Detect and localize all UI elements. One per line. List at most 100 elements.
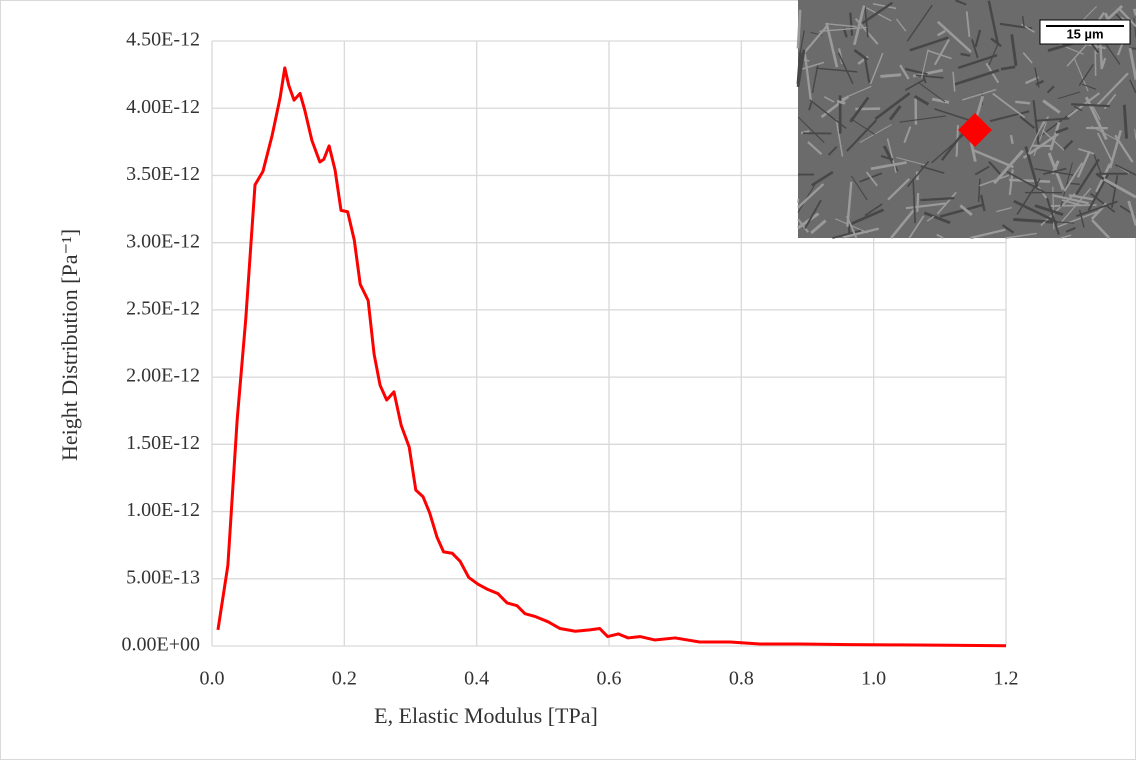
texture-stroke	[954, 68, 1000, 86]
texture-stroke	[850, 175, 868, 201]
texture-stroke	[853, 5, 866, 46]
y-tick-label: 5.00E-13	[126, 566, 200, 588]
texture-stroke	[1076, 200, 1118, 218]
texture-stroke	[842, 227, 879, 239]
texture-stroke	[1065, 227, 1076, 233]
texture-stroke	[904, 79, 925, 91]
texture-stroke	[811, 64, 819, 94]
texture-stroke	[957, 53, 998, 69]
texture-stroke	[1061, 199, 1082, 207]
texture-stroke	[896, 157, 927, 166]
texture-stroke	[993, 149, 1024, 185]
texture-stroke	[797, 212, 820, 230]
texture-stroke	[959, 204, 973, 216]
texture-stroke	[803, 53, 813, 101]
texture-stroke	[1081, 83, 1097, 90]
texture-stroke	[912, 178, 916, 224]
texture-stroke	[1114, 134, 1134, 163]
texture-stroke	[1091, 219, 1111, 239]
texture-stroke	[853, 48, 869, 61]
x-axis-label: E, Elastic Modulus [TPa]	[374, 703, 598, 728]
texture-stroke	[1013, 217, 1058, 224]
texture-stroke	[1097, 132, 1114, 163]
x-tick-label: 0.6	[597, 668, 622, 690]
texture-stroke	[915, 74, 944, 79]
texture-stroke	[931, 97, 950, 104]
texture-stroke	[920, 165, 945, 174]
texture-stroke	[797, 116, 825, 144]
texture-stroke	[1052, 186, 1055, 230]
texture-stroke	[797, 30, 805, 62]
texture-stroke	[837, 85, 872, 102]
texture-stroke	[899, 115, 947, 123]
texture-stroke	[836, 100, 846, 105]
texture-stroke	[1009, 134, 1014, 145]
y-tick-label: 2.50E-12	[126, 297, 200, 319]
texture-stroke	[797, 198, 800, 203]
texture-stroke	[807, 141, 823, 155]
texture-stroke	[913, 94, 930, 106]
y-tick-label: 0.00E+00	[122, 634, 201, 656]
texture-stroke	[974, 165, 990, 176]
texture-stroke	[1073, 105, 1083, 112]
texture-stroke	[939, 203, 984, 218]
texture-stroke	[923, 211, 951, 225]
texture-stroke	[835, 119, 844, 157]
y-tick-label: 3.00E-12	[126, 230, 200, 252]
texture-stroke	[880, 73, 902, 78]
texture-stroke	[936, 20, 972, 53]
texture-stroke	[906, 160, 930, 188]
texture-stroke	[1101, 57, 1107, 68]
texture-stroke	[1027, 120, 1045, 155]
texture-stroke	[888, 105, 902, 121]
texture-stroke	[940, 128, 967, 161]
data-line	[216, 66, 1007, 648]
texture-stroke	[823, 96, 835, 103]
texture-stroke	[1089, 192, 1116, 213]
texture-stroke	[1000, 65, 1016, 71]
x-tick-label: 0.4	[464, 668, 489, 690]
texture-stroke	[988, 41, 1000, 66]
texture-stroke	[1055, 211, 1098, 229]
texture-stroke	[1034, 117, 1070, 122]
texture-stroke	[1035, 79, 1045, 86]
texture-stroke	[864, 7, 869, 38]
texture-stroke	[952, 71, 956, 92]
texture-stroke	[1049, 121, 1061, 151]
texture-stroke	[887, 178, 911, 201]
texture-stroke	[1022, 52, 1033, 64]
x-tick-label: 1.2	[994, 668, 1019, 690]
texture-stroke	[1009, 178, 1051, 183]
texture-stroke	[990, 37, 1002, 48]
texture-stroke	[1046, 197, 1060, 236]
texture-stroke	[933, 39, 950, 66]
texture-stroke	[863, 57, 871, 83]
y-axis-label: Height Distribution [Pa⁻¹]	[57, 229, 82, 461]
texture-stroke	[1118, 8, 1136, 28]
texture-stroke	[965, 11, 971, 38]
texture-stroke	[869, 52, 884, 85]
texture-stroke	[850, 117, 876, 135]
texture-stroke	[992, 92, 1026, 119]
texture-stroke	[926, 215, 935, 222]
texture-stroke	[960, 52, 971, 57]
y-tick-label: 1.50E-12	[126, 432, 200, 454]
texture-stroke	[1091, 104, 1101, 120]
texture-stroke	[819, 26, 867, 32]
texture-stroke	[936, 191, 957, 215]
texture-stroke	[1078, 64, 1094, 86]
texture-stroke	[899, 64, 910, 80]
texture-stroke	[927, 49, 952, 60]
texture-stroke	[815, 67, 858, 73]
texture-stroke	[971, 148, 1014, 169]
texture-stroke	[921, 48, 929, 78]
texture-stroke	[1008, 169, 1014, 196]
texture-stroke	[977, 178, 981, 203]
x-tick-label: 0.2	[332, 668, 357, 690]
texture-stroke	[987, 0, 1000, 45]
texture-stroke	[1127, 200, 1136, 226]
texture-stroke	[859, 124, 892, 143]
texture-stroke	[996, 206, 1012, 213]
texture-stroke	[810, 219, 827, 235]
